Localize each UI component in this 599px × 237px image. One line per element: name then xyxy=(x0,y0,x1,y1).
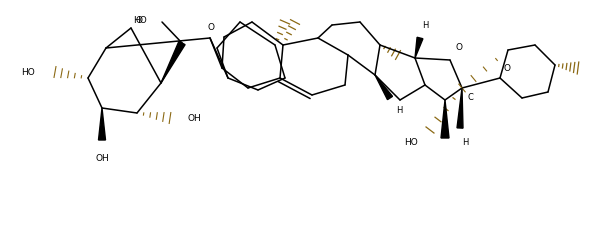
Polygon shape xyxy=(98,108,105,140)
Text: C: C xyxy=(467,93,473,102)
Polygon shape xyxy=(375,75,392,100)
Polygon shape xyxy=(457,88,463,128)
Text: OH: OH xyxy=(95,154,109,163)
Polygon shape xyxy=(415,37,423,58)
Polygon shape xyxy=(441,100,449,138)
Text: HO: HO xyxy=(404,138,418,147)
Text: OH: OH xyxy=(188,114,202,123)
Text: O: O xyxy=(207,23,214,32)
Text: HO: HO xyxy=(133,15,147,24)
Text: HO: HO xyxy=(21,68,35,77)
Polygon shape xyxy=(161,41,185,83)
Text: H: H xyxy=(462,138,468,147)
Text: H: H xyxy=(422,21,428,30)
Text: H: H xyxy=(396,106,403,115)
Text: O: O xyxy=(504,64,511,73)
Text: O: O xyxy=(136,16,143,25)
Text: O: O xyxy=(455,43,462,52)
